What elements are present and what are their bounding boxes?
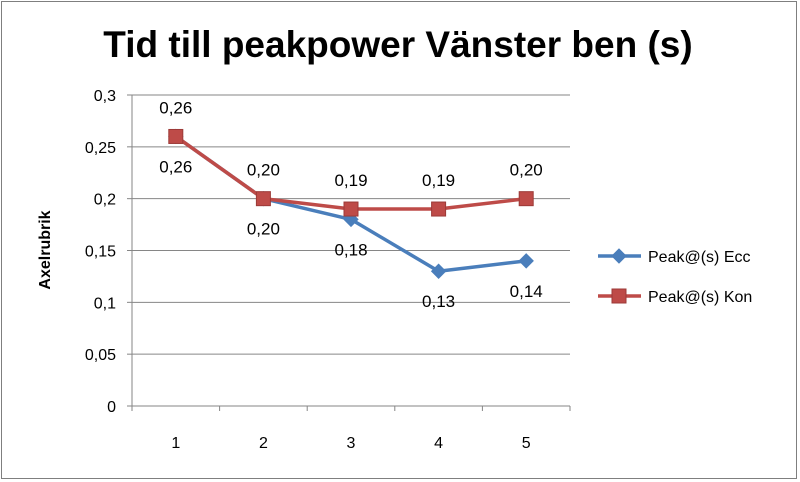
data-label: 0,19 [422,171,455,190]
x-tick-label: 3 [347,435,356,452]
x-axis-ticks: 1 2 3 4 5 [131,406,571,452]
legend-item: Peak@(s) Kon [598,288,752,306]
data-label: 0,20 [247,220,280,239]
square-point [255,191,271,207]
data-label: 0,18 [334,240,367,259]
x-tick-label: 1 [171,435,180,452]
x-tick-label: 5 [522,435,531,452]
y-tick-label: 0,1 [94,295,116,312]
gridlines [132,94,570,355]
series-2 [168,128,534,217]
data-label: 0,19 [334,171,367,190]
series-layer [168,128,534,279]
x-tick-label: 2 [259,435,268,452]
legend-diamond-icon [611,248,627,264]
legend: Peak@(s) Ecc Peak@(s) Kon [598,248,752,306]
data-label: 0,14 [510,282,543,301]
y-axis-ticks: 0 0,05 0,1 0,15 0,2 0,25 0,3 [85,88,132,416]
data-label: 0,20 [510,161,543,180]
data-labels: 0,26 0,20 0,18 0,13 0,14 0,26 0,20 0,19 0,19 0,20 [159,98,542,311]
square-point [431,201,447,217]
y-tick-label: 0,25 [85,140,116,157]
y-tick-label: 0 [107,399,116,416]
y-tick-label: 0,3 [94,88,116,105]
data-label: 0,26 [159,98,192,117]
y-tick-label: 0,2 [94,192,116,209]
x-tick-label: 4 [434,435,443,452]
data-label: 0,26 [159,157,192,176]
legend-label: Peak@(s) Ecc [648,249,750,266]
y-tick-label: 0,15 [85,244,116,261]
diamond-point [430,263,447,279]
data-label: 0,20 [247,161,280,180]
square-point [343,201,359,217]
data-label: 0,13 [422,292,455,311]
square-point [168,128,184,144]
y-axis-title: Axelrubrik [37,210,54,289]
diamond-point [518,253,534,269]
legend-label: Peak@(s) Kon [648,289,752,306]
square-point [518,191,534,207]
chart-title: Tid till peakpower Vänster ben (s) [103,24,692,65]
legend-square-icon [611,288,627,304]
y-tick-label: 0,05 [85,347,116,364]
legend-item: Peak@(s) Ecc [598,248,750,266]
